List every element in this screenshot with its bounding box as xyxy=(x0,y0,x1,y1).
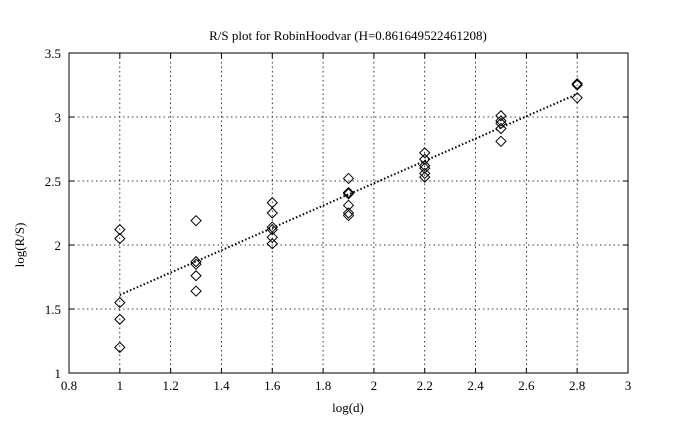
y-tick-label: 1 xyxy=(55,366,62,381)
data-points xyxy=(114,78,583,354)
chart-title: R/S plot for RobinHoodvar (H=0.861649522… xyxy=(209,28,487,43)
x-tick-label: 1 xyxy=(117,378,124,393)
x-tick-label: 0.8 xyxy=(61,378,77,393)
diamond-marker xyxy=(419,171,431,183)
x-tick-label: 1.2 xyxy=(163,378,179,393)
y-axis-label: log(R/S) xyxy=(12,223,27,268)
diamond-marker xyxy=(342,188,355,200)
diamond-marker xyxy=(342,186,355,199)
x-tick-label: 1.4 xyxy=(213,378,230,393)
diamond-marker xyxy=(190,258,202,270)
axis-ticks xyxy=(68,52,629,374)
diamond-marker xyxy=(266,207,278,219)
fit-line-layer xyxy=(119,93,578,296)
diamond-marker xyxy=(342,199,355,212)
x-tick-labels: 0.8 1 1.2 1.4 1.6 1.8 2 2.2 2.4 2.6 2.8 3 xyxy=(61,378,631,393)
diamond-marker xyxy=(342,207,355,219)
diamond-marker xyxy=(495,110,507,122)
diamond-marker xyxy=(495,115,507,127)
x-axis-label: log(d) xyxy=(332,400,364,415)
diamond-marker xyxy=(342,172,355,185)
diamond-marker xyxy=(190,255,202,268)
diamond-marker xyxy=(419,167,431,180)
diamond-marker xyxy=(114,296,126,309)
diamond-marker xyxy=(419,159,431,172)
diamond-marker xyxy=(114,232,126,245)
y-tick-label: 1.5 xyxy=(45,302,61,317)
diamond-marker xyxy=(266,231,278,244)
diamond-marker xyxy=(114,341,126,354)
diamond-marker xyxy=(190,214,202,227)
x-tick-label: 2.2 xyxy=(417,378,433,393)
x-tick-label: 2 xyxy=(371,378,378,393)
diamond-marker xyxy=(190,270,202,282)
x-tick-label: 2.6 xyxy=(518,378,535,393)
y-tick-label: 3 xyxy=(55,110,62,125)
diamond-marker xyxy=(266,223,278,236)
diamond-marker xyxy=(114,223,126,236)
diamond-marker xyxy=(190,285,202,297)
diamond-marker xyxy=(571,92,583,104)
diamond-marker xyxy=(571,78,583,90)
y-tick-label: 3.5 xyxy=(45,46,61,61)
diamond-marker xyxy=(114,313,126,325)
x-tick-label: 1.6 xyxy=(264,378,281,393)
diamond-marker xyxy=(419,162,431,174)
diamond-marker xyxy=(266,238,278,250)
diamond-marker xyxy=(495,122,507,135)
diamond-marker xyxy=(571,79,583,91)
y-tick-label: 2 xyxy=(55,238,62,253)
plot-frame xyxy=(68,52,629,374)
x-tick-label: 1.8 xyxy=(315,378,331,393)
diamond-marker xyxy=(342,209,355,222)
diamond-marker xyxy=(495,135,507,148)
diamond-marker xyxy=(495,117,507,130)
fit-line xyxy=(119,93,578,296)
diamond-marker xyxy=(419,153,431,165)
diamond-marker xyxy=(419,147,431,159)
y-tick-label: 2.5 xyxy=(45,174,61,189)
x-tick-label: 2.4 xyxy=(467,378,484,393)
y-tick-labels: 1 1.5 2 2.5 3 3.5 xyxy=(45,46,61,381)
x-tick-label: 3 xyxy=(625,378,632,393)
grid-lines xyxy=(69,53,628,373)
x-tick-label: 2.8 xyxy=(569,378,585,393)
